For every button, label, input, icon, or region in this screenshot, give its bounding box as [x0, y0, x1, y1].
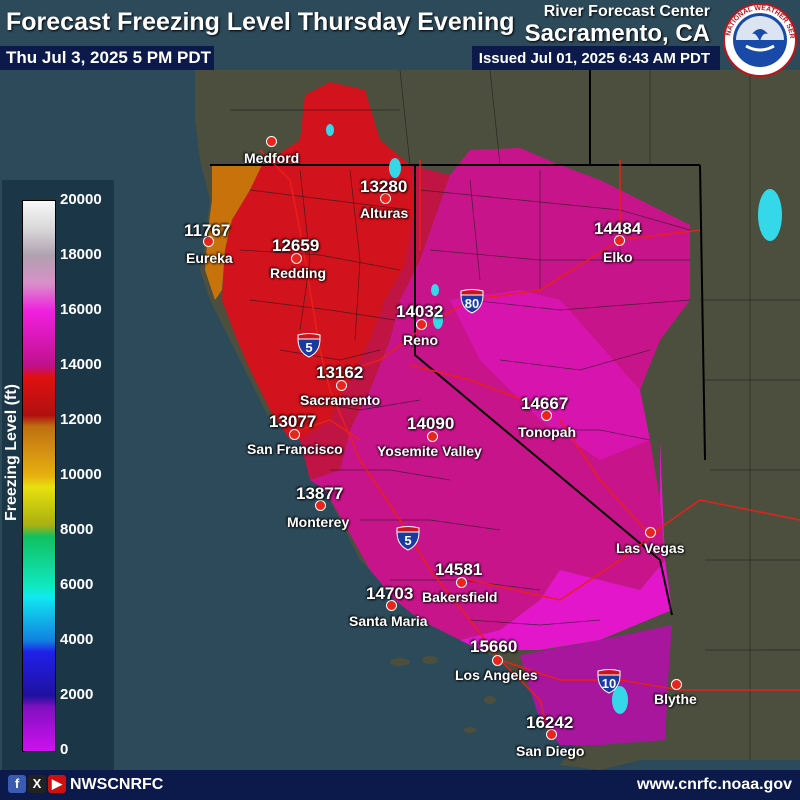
state-borders [210, 70, 706, 616]
map-title: Forecast Freezing Level Thursday Evening [6, 8, 515, 36]
city-marker[interactable] [456, 577, 467, 588]
rfc-location: Sacramento, CA [524, 20, 710, 47]
city-freezing-level: 13077 [269, 412, 317, 431]
issued-banner [472, 46, 720, 70]
city-marker[interactable] [380, 193, 391, 204]
city-marker[interactable] [645, 527, 656, 538]
nws-logo-icon[interactable]: NATIONAL WEATHER SERVICE [722, 2, 798, 78]
city-marker[interactable] [671, 679, 682, 690]
city-marker[interactable] [492, 655, 503, 666]
legend-tick-label: 18000 [60, 246, 102, 263]
city-name: Monterey [287, 514, 350, 530]
interstate-shield-icon: 10 [596, 668, 622, 694]
city-marker[interactable] [203, 236, 214, 247]
city-name: Elko [603, 249, 633, 265]
city-name: Santa Maria [349, 613, 428, 629]
legend-tick-label: 20000 [60, 191, 102, 208]
youtube-icon[interactable]: ▶ [48, 775, 66, 793]
city-marker[interactable] [427, 431, 438, 442]
website-link[interactable]: www.cnrfc.noaa.gov [637, 776, 792, 793]
interstate-number: 5 [404, 533, 412, 548]
city-marker[interactable] [546, 729, 557, 740]
legend-tick-label: 14000 [60, 356, 102, 373]
facebook-icon[interactable]: f [8, 775, 26, 793]
valid-time-banner [0, 46, 214, 70]
city-freezing-level: 13280 [360, 177, 408, 196]
legend-tick-label: 10000 [60, 466, 102, 483]
city-name: Redding [270, 265, 326, 281]
interstate-number: 80 [464, 296, 480, 311]
legend-axis-label: Freezing Level (ft) [3, 384, 20, 521]
header: Forecast Freezing Level Thursday Evening… [0, 0, 800, 70]
city-marker[interactable] [614, 235, 625, 246]
city-name: Bakersfield [422, 589, 498, 605]
city-name: San Diego [516, 743, 585, 759]
city-name: Tonopah [518, 424, 577, 440]
issued-time: Issued Jul 01, 2025 6:43 AM PDT [478, 50, 710, 67]
x-icon[interactable]: X [28, 775, 46, 793]
city-name: Sacramento [300, 392, 381, 408]
city-freezing-level: 12659 [272, 236, 320, 255]
crimson-band [300, 165, 450, 480]
city-freezing-level: 14090 [407, 414, 455, 433]
legend-tick-label: 16000 [60, 301, 102, 318]
city-freezing-level: 14667 [521, 394, 569, 413]
legend-tick-label: 8000 [60, 521, 94, 538]
valid-time: Thu Jul 3, 2025 5 PM PDT [6, 48, 212, 67]
legend-tick-label: 2000 [60, 686, 94, 703]
interstate-number: 10 [601, 676, 617, 691]
purple-region [520, 625, 672, 745]
city-marker[interactable] [386, 600, 397, 611]
legend-tick-label: 4000 [60, 631, 94, 648]
pink-band [460, 440, 672, 650]
city-name: Los Angeles [455, 667, 538, 683]
city-marker[interactable] [416, 319, 427, 330]
channel-islands [390, 656, 496, 733]
legend-tick-label: 12000 [60, 411, 102, 428]
legend-tick-label: 6000 [60, 576, 94, 593]
city-freezing-level: 14484 [594, 219, 642, 238]
city-marker[interactable] [315, 500, 326, 511]
interstate-shield-icon: 5 [395, 525, 421, 551]
city-marker[interactable] [266, 136, 277, 147]
pink-band-east [450, 290, 650, 460]
interstate-shield-icon: 5 [296, 332, 322, 358]
oregon-coast [195, 70, 230, 160]
city-marker[interactable] [336, 380, 347, 391]
city-name: Blythe [654, 691, 697, 707]
city-freezing-level: 14703 [366, 584, 414, 603]
city-freezing-level: 15660 [470, 637, 518, 656]
city-freezing-level: 16242 [526, 713, 574, 732]
lakes [326, 124, 782, 714]
interstate-shield-icon: 80 [459, 288, 485, 314]
city-name: Alturas [360, 205, 409, 221]
city-name: San Francisco [247, 441, 343, 457]
city-freezing-level: 14581 [435, 560, 483, 579]
magenta-region [310, 148, 690, 640]
city-freezing-level: 13162 [316, 363, 364, 382]
red-region [222, 82, 415, 440]
social-handle[interactable]: NWSCNRFC [70, 776, 164, 793]
city-name: Yosemite Valley [377, 443, 482, 459]
city-marker[interactable] [541, 410, 552, 421]
city-name: Medford [244, 150, 300, 166]
rfc-label: River Forecast Center [543, 3, 710, 20]
city-freezing-level: 13877 [296, 484, 344, 503]
footer [0, 770, 800, 800]
county-lines [230, 69, 800, 760]
legend-panel [2, 180, 114, 770]
city-name: Las Vegas [616, 540, 685, 556]
interstate-number: 5 [305, 340, 313, 355]
city-marker[interactable] [289, 429, 300, 440]
city-freezing-level: 14032 [396, 302, 444, 321]
legend-color-bar [22, 200, 56, 752]
city-name: Reno [403, 332, 438, 348]
orange-band [205, 165, 262, 300]
city-name: Eureka [186, 250, 233, 266]
city-freezing-level: 11767 [184, 221, 231, 240]
legend-tick-label: 0 [60, 741, 69, 758]
city-marker[interactable] [291, 253, 302, 264]
